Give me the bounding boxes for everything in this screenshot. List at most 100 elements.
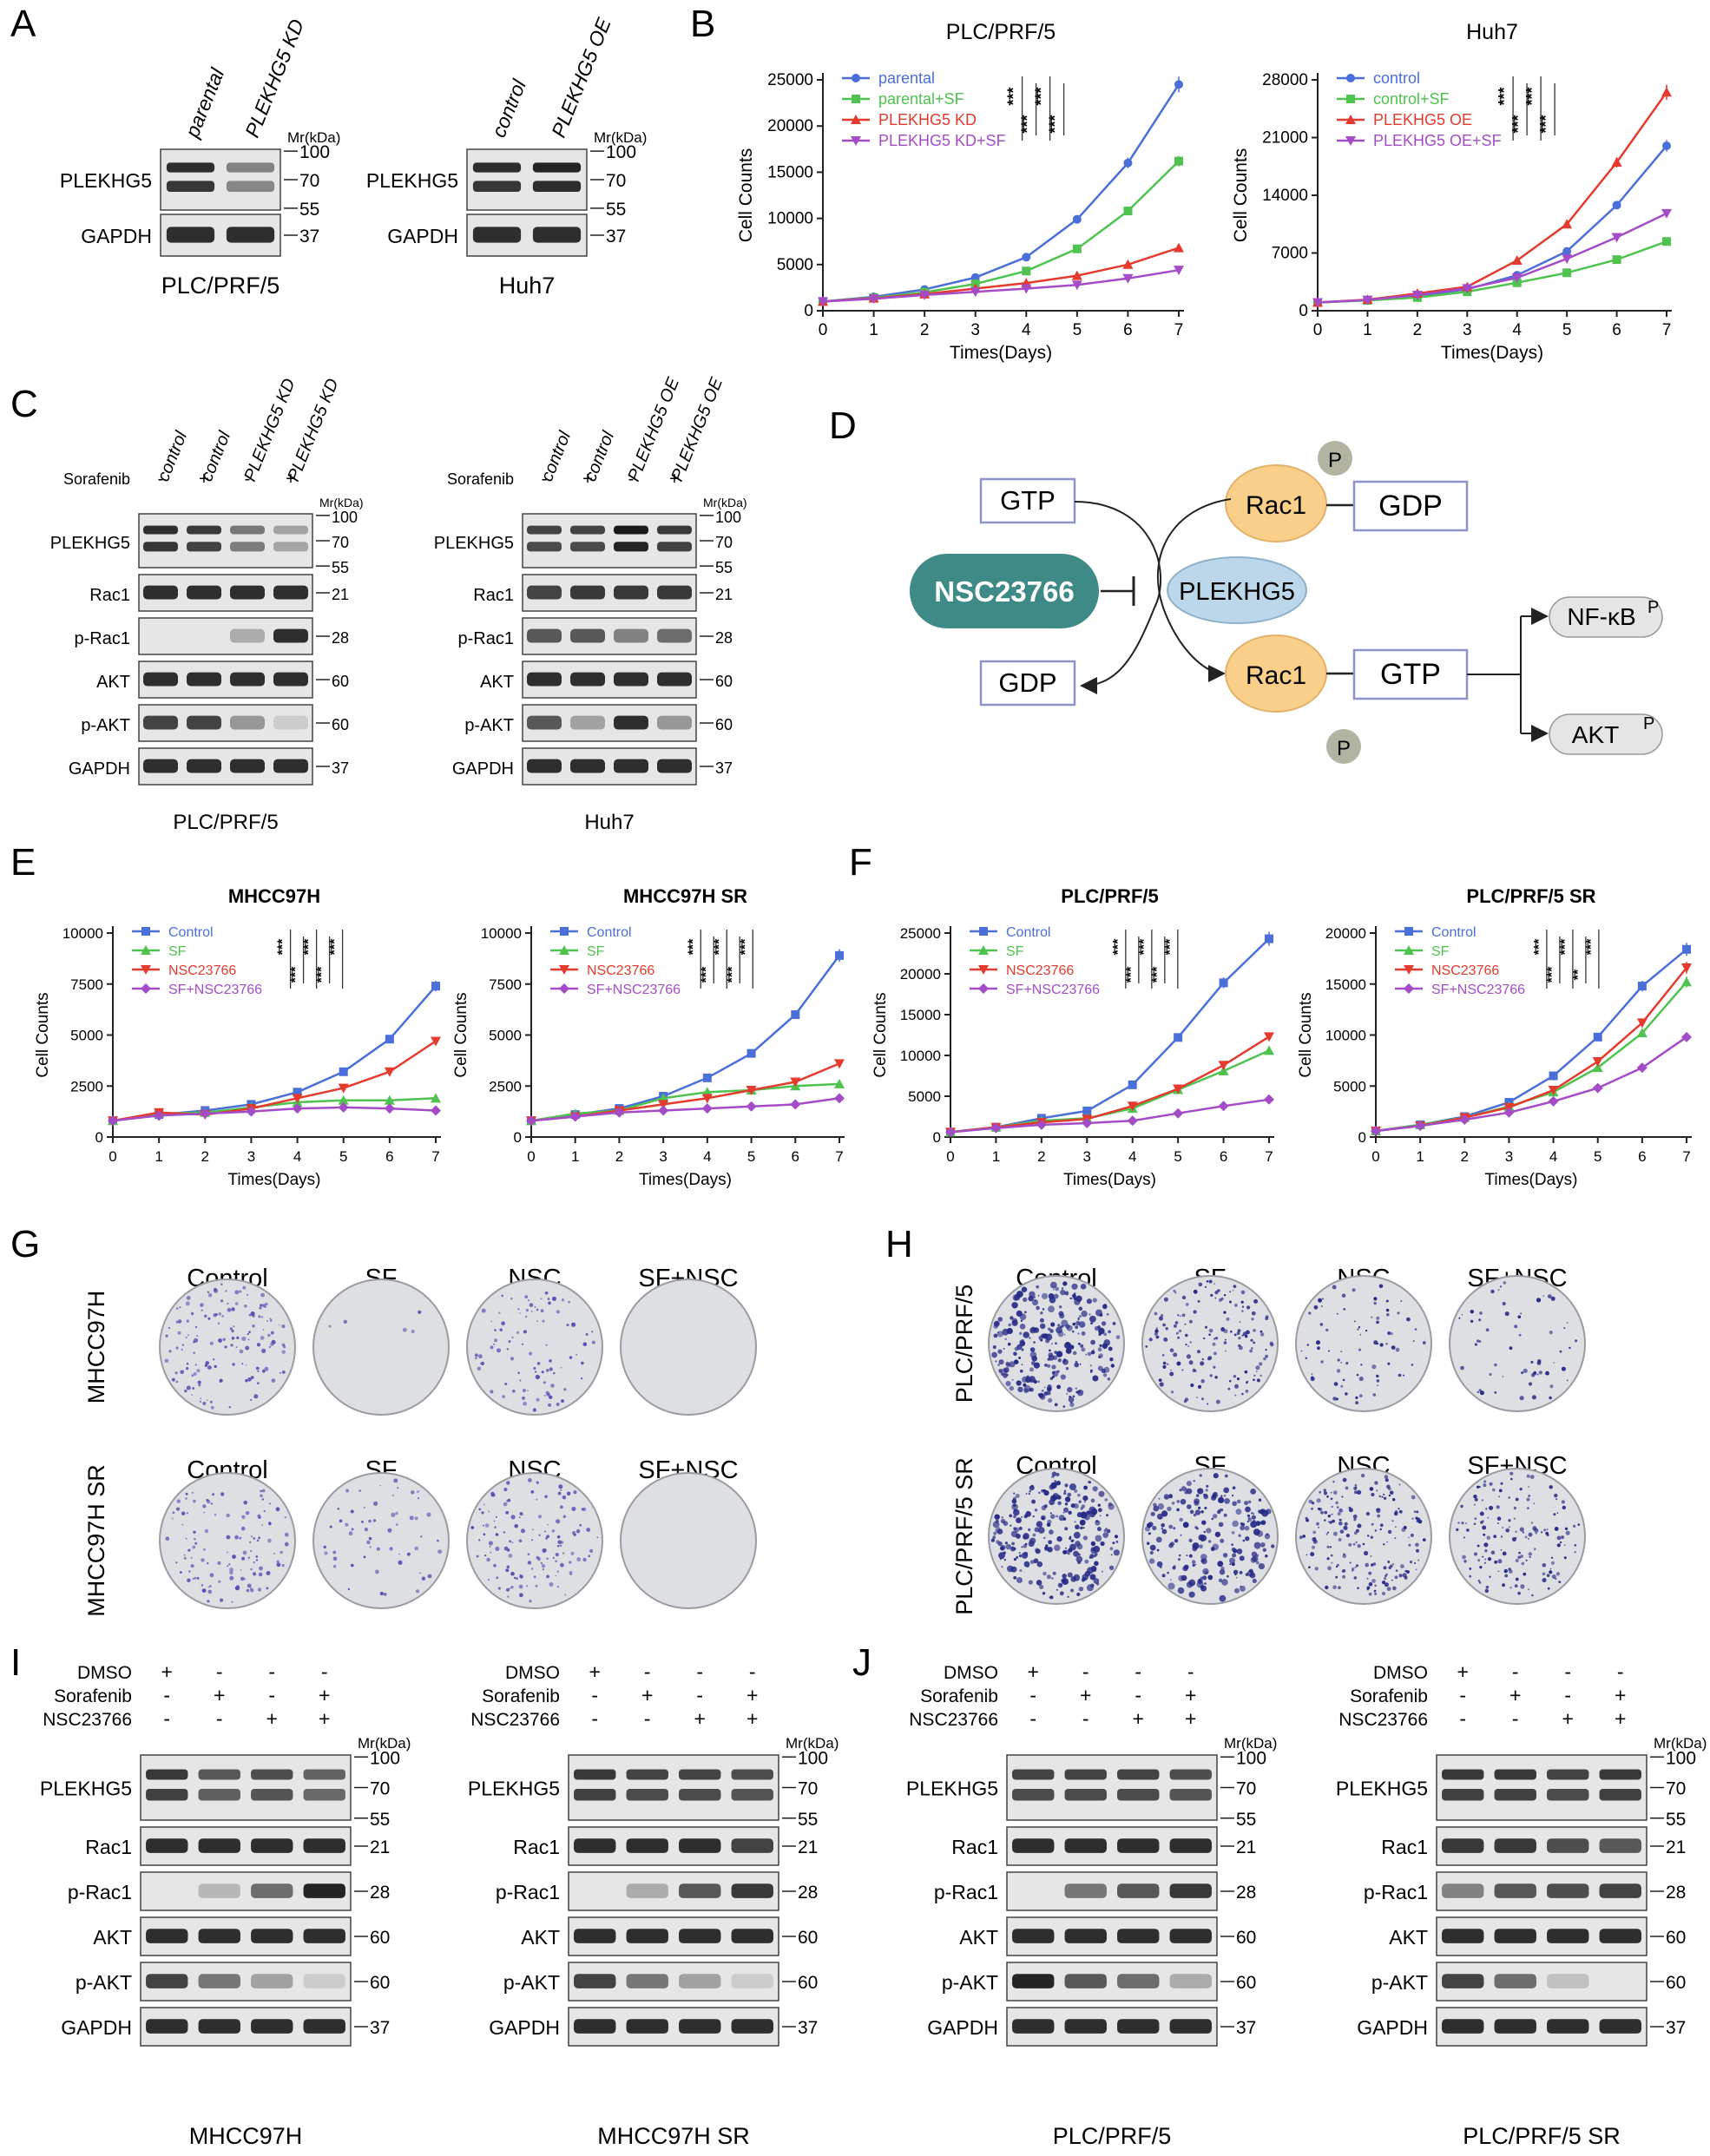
colony-dot: [281, 1343, 286, 1347]
colony-dot: [1204, 1582, 1207, 1585]
series-control: Control: [109, 925, 440, 1126]
colony-dot: [1004, 1338, 1007, 1341]
colony-dot: [1332, 1285, 1337, 1290]
colony-dot: [1519, 1396, 1524, 1401]
colony-dot: [1045, 1333, 1053, 1341]
data-point: [979, 927, 988, 936]
colony-dot: [1357, 1489, 1362, 1495]
colony-dot: [517, 1308, 520, 1311]
colony-dot: [1354, 1490, 1358, 1495]
colony-dot: [1000, 1518, 1006, 1524]
colony-dot: [494, 1329, 497, 1331]
colony-dot: [1239, 1345, 1243, 1351]
colony-dot: [474, 1353, 478, 1357]
data-point: [1218, 1061, 1229, 1071]
colony-dot: [1531, 1372, 1536, 1377]
colony-dot: [1342, 1378, 1345, 1382]
colony-dot: [175, 1507, 181, 1511]
colony-dot: [564, 1594, 567, 1596]
blot-label-p-rac1: p-Rac1: [75, 629, 130, 648]
colony-dot: [1070, 1576, 1076, 1582]
colony-dot: [1223, 1341, 1227, 1344]
colony-dot: [1515, 1558, 1519, 1563]
colony-dot: [1049, 1529, 1054, 1535]
blot-label-gapdh: GAPDH: [69, 759, 130, 779]
colony-dot: [417, 1490, 419, 1493]
colony-dot: [1319, 1490, 1322, 1494]
colony-dot: [1049, 1281, 1057, 1289]
colony-dot: [490, 1551, 492, 1554]
colony-dot: [552, 1556, 555, 1559]
mw-label: 37: [1236, 2018, 1256, 2038]
colony-dot: [1253, 1378, 1255, 1381]
data-point: [1021, 284, 1032, 294]
colony-dot: [1025, 1511, 1031, 1517]
band: [251, 1838, 293, 1853]
colony-dot: [1059, 1325, 1062, 1329]
colony-dot: [1545, 1371, 1549, 1376]
colony-dot: [1076, 1512, 1082, 1518]
colony-dot: [1227, 1387, 1231, 1390]
treatment-sign: -: [163, 1684, 170, 1706]
colony-dot: [1266, 1533, 1269, 1536]
band: [1117, 1929, 1160, 1943]
band: [1064, 1769, 1107, 1780]
colony-dot: [1460, 1504, 1463, 1509]
colony-dot: [1077, 1332, 1080, 1335]
colony-dot: [1052, 1571, 1056, 1575]
data-point: [526, 1115, 536, 1127]
band: [303, 1769, 345, 1780]
colony-dot: [1233, 1548, 1238, 1554]
cell-line-caption: PLC/PRF/5: [1053, 2123, 1172, 2149]
significance-label: ***: [686, 938, 700, 955]
colony-dot: [509, 1540, 511, 1543]
colony-dot: [1331, 1505, 1333, 1509]
colony-dot: [1514, 1324, 1518, 1329]
colony-dot: [1207, 1403, 1209, 1405]
colony-dot: [1217, 1289, 1220, 1292]
colony-dot: [1564, 1527, 1569, 1531]
colony-dot: [1302, 1535, 1306, 1538]
colony-dot: [1239, 1555, 1245, 1561]
colony-dot: [1109, 1357, 1114, 1362]
colony-dot: [1208, 1328, 1213, 1333]
colony-dot: [556, 1544, 560, 1548]
colony-dot: [495, 1546, 500, 1551]
colony-dot: [1536, 1298, 1542, 1303]
colony-dot: [1462, 1555, 1466, 1560]
x-tick-label: 3: [1083, 1148, 1091, 1165]
colony-dot: [1338, 1521, 1343, 1526]
colony-dot: [1010, 1524, 1012, 1527]
colony-dot: [1188, 1579, 1196, 1587]
colony-dot: [1573, 1524, 1576, 1528]
colony-dot: [1528, 1486, 1530, 1489]
colony-dot: [1510, 1477, 1513, 1481]
colony-plate: [1449, 1468, 1586, 1605]
colony-dot: [1223, 1579, 1226, 1581]
colony-dot: [1549, 1384, 1554, 1389]
colony-dot: [1064, 1342, 1072, 1350]
colony-dot: [1508, 1568, 1512, 1571]
colony-dot: [1483, 1533, 1486, 1536]
colony-dot: [1253, 1528, 1260, 1535]
colony-dot: [1100, 1541, 1105, 1547]
colony-dot: [1308, 1311, 1312, 1315]
y-tick-label: 20000: [1325, 925, 1366, 942]
colony-dot: [1519, 1488, 1523, 1491]
x-tick-label: 0: [1371, 1148, 1379, 1165]
colony-dot: [1049, 1514, 1056, 1519]
colony-dot: [557, 1491, 562, 1495]
band: [146, 1838, 188, 1853]
colony-dot: [1194, 1509, 1201, 1515]
blot-label-gapdh: GAPDH: [927, 2016, 998, 2039]
data-point: [1265, 934, 1273, 943]
colony-dot: [1260, 1332, 1265, 1337]
colony-dot: [185, 1497, 187, 1500]
colony-dot: [1351, 1567, 1355, 1571]
colony-dot: [1001, 1566, 1003, 1568]
data-point: [945, 1127, 956, 1138]
colony-dot: [235, 1586, 239, 1590]
colony-dot: [207, 1589, 213, 1594]
colony-dot: [1358, 1376, 1364, 1382]
colony-dot: [569, 1561, 572, 1564]
